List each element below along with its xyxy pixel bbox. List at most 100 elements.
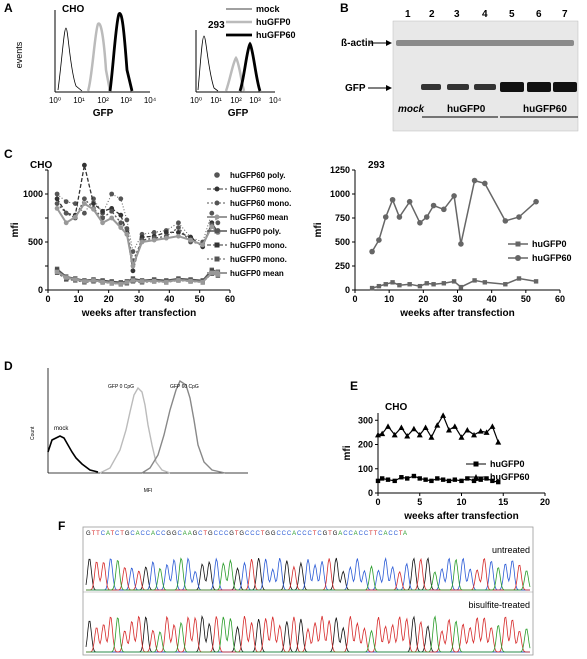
legend-label-mock: mock [256,4,281,14]
base-letter: A [136,531,141,537]
data-point [130,249,136,255]
label-bisulfite: bisulfite-treated [468,600,530,610]
y-axis-label: mfi [10,222,21,237]
data-point [379,430,386,437]
data-point [124,231,130,237]
base-letter: A [106,531,110,537]
legend-marker [473,461,479,467]
panel-a-legend: mock huGFP0 huGFP60 [226,4,296,40]
band-gfp-lane7 [553,82,577,92]
chromatogram-frame [82,526,534,656]
data-point [376,237,382,243]
data-point [151,237,157,243]
band-gfp-lane2 [421,84,441,90]
y-tick-label: 1000 [23,189,43,199]
base-letter: A [151,531,156,537]
panel-c-right-legend: huGFP0 huGFP60 [508,239,572,263]
panel-c-cho-title: CHO [30,160,52,171]
base-letter: T [235,531,240,537]
data-point [54,201,60,207]
base-letter: G [86,531,92,537]
hist-mock-293 [197,35,219,92]
data-point [72,214,78,220]
data-point [200,242,206,248]
data-point [209,210,215,216]
data-point [430,202,437,209]
flow-hist-mock [47,435,99,473]
data-point [82,196,87,202]
data-point [451,423,458,429]
hist-gfp60-cho [108,12,134,92]
legend-marker [214,200,220,206]
lane-number: 5 [509,9,515,20]
blot-lane-numbers: 1 2 3 4 5 6 7 [405,9,568,20]
hist-gfp60-293 [238,41,262,92]
y-tick-label: 0 [368,488,373,498]
base-letter: C [178,531,183,537]
group-gfp0: huGFP0 [447,104,486,115]
tick-label: 10⁰ [190,96,202,105]
chart-c-cho: 0 10 20 30 40 50 60 0 500 1000 weeks after transfe… [10,162,235,319]
data-point [176,233,181,239]
base-letter: C [141,531,146,537]
y-axis-label: mfi [342,445,353,460]
band-label-gfp: GFP [345,83,366,94]
data-point [369,248,375,255]
x-tick-label: 20 [418,294,428,304]
data-point [73,277,78,282]
base-letter: A [338,531,343,537]
flow-label-gfp60: GFP 60 CpG [170,384,199,390]
legend-label: huGFP60 mean [230,213,288,222]
band-gfp-lane5 [500,82,524,92]
base-letter: C [219,531,224,537]
base-letter: C [245,531,250,537]
data-point [151,230,157,235]
series-line [371,179,537,252]
legend-marker [214,256,220,262]
panel-d-letter: D [4,359,13,373]
data-point [397,283,402,288]
base-letter: T [328,531,333,537]
x-tick-label: 5 [417,497,422,507]
tick-label: 10³ [120,96,132,105]
data-point [139,279,145,284]
tick-label: 10⁴ [269,96,282,105]
base-letter: G [229,531,235,537]
base-letter: C [156,531,161,537]
flow-label-gfp0: GFP 0 CpG [108,384,134,390]
band-label-actin: ß-actin [341,38,374,49]
data-point [440,477,446,482]
group-mock: mock [398,104,425,115]
data-point [495,439,502,445]
data-point [503,282,508,287]
data-point [423,214,430,220]
legend-marker [214,242,220,248]
panel-c-293-title: 293 [368,160,385,171]
y-tick-label: 1250 [330,165,350,175]
base-letter: C [378,531,383,537]
lane-number: 1 [405,9,411,20]
base-letter: C [388,531,393,537]
y-tick-label: 500 [335,237,350,247]
legend-label-gfp60: huGFP60 [256,30,296,40]
panel-e-title: CHO [385,402,407,413]
data-point [533,198,539,205]
lane-number: 2 [429,9,435,20]
data-point [477,428,484,434]
data-point [406,198,413,205]
base-letter: C [282,531,287,537]
data-point [118,220,124,226]
data-point [446,478,452,484]
base-letter: C [359,531,364,537]
base-letter: C [161,531,166,537]
base-letter: C [297,531,302,537]
lane-number: 3 [454,9,460,20]
legend-marker [214,186,220,192]
flow-hist-gfp0 [99,386,171,474]
data-point [176,277,181,283]
legend-marker-gfp60-poly [214,172,220,178]
data-point [54,191,60,197]
arrowhead-actin [386,40,392,46]
lane-number: 7 [562,9,568,20]
base-letter: C [348,531,353,537]
